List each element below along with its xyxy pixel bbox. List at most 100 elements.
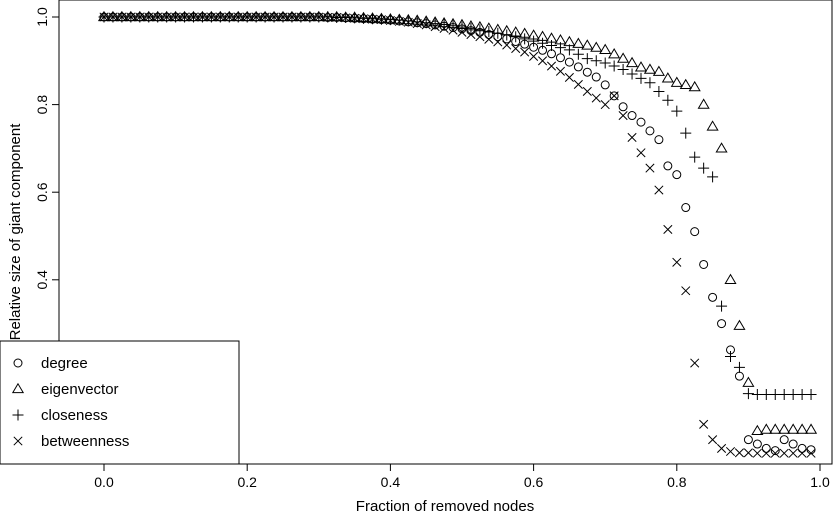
closeness-point — [599, 57, 611, 69]
betweenness-point — [448, 25, 458, 35]
betweenness-point — [233, 12, 243, 22]
eigenvector-point — [625, 56, 639, 68]
eigenvector-point — [652, 65, 665, 76]
closeness-point — [662, 94, 674, 106]
legend-label: degree — [41, 355, 88, 372]
degree-point — [734, 371, 744, 381]
legend-cross-icon — [13, 436, 23, 446]
eigenvector-point — [733, 319, 746, 330]
betweenness-point — [287, 12, 297, 22]
eigenvector-point — [706, 120, 719, 131]
closeness-point — [501, 29, 513, 41]
closeness-point — [805, 389, 817, 401]
betweenness-point — [716, 443, 727, 453]
betweenness-point — [117, 12, 127, 22]
betweenness-point — [108, 12, 118, 22]
betweenness-point — [153, 12, 163, 22]
closeness-point — [689, 151, 701, 163]
closeness-point — [474, 24, 486, 36]
eigenvector-point — [742, 376, 755, 387]
betweenness-point — [520, 47, 530, 57]
closeness-point — [680, 127, 692, 139]
legend-circle-icon — [13, 358, 23, 368]
betweenness-point — [690, 358, 700, 368]
betweenness-point — [144, 12, 154, 22]
betweenness-point — [537, 56, 548, 66]
eigenvector-point — [643, 63, 657, 74]
betweenness-point — [618, 110, 628, 121]
degree-point — [752, 439, 762, 449]
betweenness-point — [591, 93, 601, 103]
closeness-point — [742, 388, 754, 400]
eigenvector-point — [679, 78, 692, 90]
degree-point — [690, 227, 700, 237]
betweenness-point — [314, 12, 324, 22]
x-tick-label: 0.6 — [524, 474, 544, 490]
betweenness-point — [135, 12, 145, 22]
closeness-point — [707, 171, 719, 183]
betweenness-point — [672, 257, 682, 267]
x-tick-label: 0.8 — [667, 474, 687, 490]
legend: degree eigenvector closeness betweenness — [0, 340, 240, 465]
degree-point — [573, 62, 583, 72]
closeness-point — [725, 350, 736, 362]
betweenness-point — [305, 12, 315, 22]
closeness-point — [716, 300, 728, 312]
betweenness-point — [376, 15, 387, 25]
eigenvector-point — [634, 61, 648, 72]
betweenness-point — [412, 19, 422, 29]
y-tick-label: 0.8 — [34, 95, 50, 115]
betweenness-point — [502, 40, 512, 50]
legend-label: closeness — [41, 407, 108, 424]
betweenness-point — [430, 22, 440, 32]
betweenness-point — [358, 14, 369, 24]
closeness-point — [617, 64, 629, 76]
eigenvector-point — [590, 41, 603, 52]
closeness-point — [572, 48, 584, 60]
degree-point — [582, 67, 592, 77]
closeness-point — [644, 77, 656, 89]
betweenness-point — [385, 15, 395, 26]
legend-plus-icon — [12, 409, 24, 421]
betweenness-point — [171, 12, 181, 22]
degree-point — [770, 446, 780, 456]
betweenness-point — [394, 16, 404, 26]
betweenness-point — [645, 163, 655, 173]
eigenvector-point — [715, 142, 728, 153]
betweenness-point — [367, 14, 378, 24]
betweenness-point — [179, 12, 190, 22]
closeness-point — [698, 162, 710, 174]
degree-point — [564, 57, 574, 67]
closeness-point — [635, 72, 647, 84]
closeness-point — [608, 60, 620, 72]
betweenness-point — [162, 12, 172, 22]
betweenness-point — [797, 448, 807, 458]
closeness-point — [590, 55, 602, 67]
legend-item-betweenness: betweenness — [13, 433, 129, 450]
closeness-point — [510, 31, 522, 43]
eigenvector-point — [572, 37, 585, 48]
closeness-point — [626, 68, 638, 80]
eigenvector-point — [724, 273, 737, 284]
closeness-point — [528, 35, 540, 47]
x-axis-label: Fraction of removed nodes — [356, 498, 534, 515]
degree-point — [591, 72, 601, 82]
betweenness-point — [770, 448, 780, 458]
betweenness-point — [609, 91, 619, 101]
betweenness-point — [511, 43, 521, 54]
betweenness-point — [350, 13, 360, 23]
betweenness-point — [269, 12, 279, 22]
betweenness-point — [296, 12, 306, 22]
eigenvector-point — [796, 423, 809, 434]
closeness-point — [447, 20, 459, 32]
eigenvector-point — [688, 80, 701, 92]
degree-point — [743, 435, 753, 445]
eigenvector-point — [760, 423, 773, 434]
betweenness-point — [636, 148, 646, 158]
closeness-point — [537, 37, 549, 49]
betweenness-point — [323, 12, 333, 22]
eigenvector-point — [769, 423, 782, 434]
closeness-point — [733, 361, 745, 373]
legend-item-degree: degree — [13, 355, 88, 372]
